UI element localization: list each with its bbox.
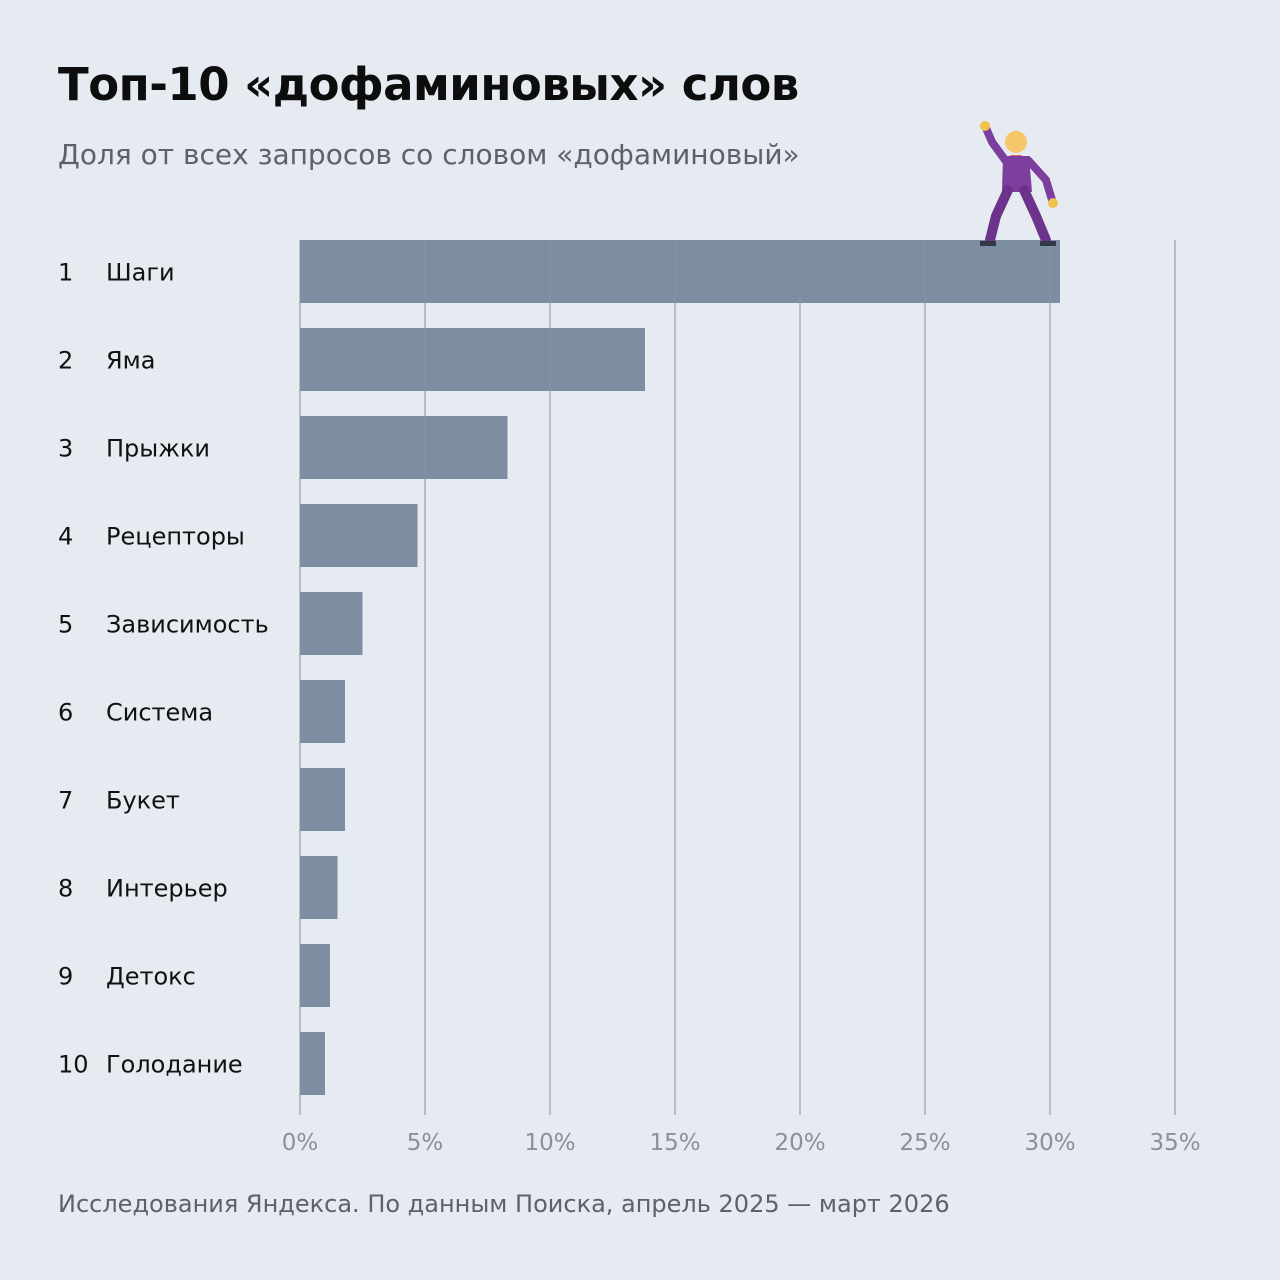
bar-4: [300, 504, 418, 567]
dancing-man-icon: [980, 121, 1058, 246]
x-tick-label: 5%: [407, 1130, 444, 1156]
x-tick-label: 15%: [649, 1130, 700, 1156]
rank-label: 9: [58, 963, 73, 991]
rank-label: 4: [58, 523, 73, 551]
x-tick-label: 25%: [899, 1130, 950, 1156]
rank-label: 1: [58, 259, 73, 287]
rank-label: 10: [58, 1051, 89, 1079]
category-label: Рецепторы: [106, 523, 245, 551]
category-label: Шаги: [106, 259, 175, 287]
category-label: Интерьер: [106, 875, 228, 903]
chart-title: Топ-10 «дофаминовых» слов: [58, 58, 799, 111]
category-label: Голодание: [106, 1051, 243, 1079]
bar-6: [300, 680, 345, 743]
category-label: Детокс: [106, 963, 196, 991]
rank-label: 8: [58, 875, 73, 903]
bar-9: [300, 944, 330, 1007]
category-label: Прыжки: [106, 435, 210, 463]
source-note: Исследования Яндекса. По данным Поиска, …: [58, 1190, 950, 1218]
x-tick-label: 30%: [1024, 1130, 1075, 1156]
x-tick-label: 20%: [774, 1130, 825, 1156]
rank-label: 7: [58, 787, 73, 815]
rank-label: 5: [58, 611, 73, 639]
x-tick-label: 35%: [1149, 1130, 1200, 1156]
bar-3: [300, 416, 508, 479]
category-label: Букет: [106, 787, 180, 815]
category-label: Система: [106, 699, 213, 727]
gridlines: [299, 240, 1176, 1115]
bar-7: [300, 768, 345, 831]
bar-2: [300, 328, 645, 391]
bars: [300, 240, 1060, 1095]
x-tick-label: 10%: [524, 1130, 575, 1156]
rank-label: 6: [58, 699, 73, 727]
category-label: Яма: [106, 347, 156, 375]
category-labels: 1 Шаги 2 Яма 3 Прыжки 4 Рецепторы 5 Зависимость 6 С…: [58, 259, 269, 1079]
x-axis-ticks: 0% 5% 10% 15% 20% 25% 30% 35%: [282, 1130, 1201, 1156]
rank-label: 3: [58, 435, 73, 463]
rank-label: 2: [58, 347, 73, 375]
category-label: Зависимость: [106, 611, 269, 639]
chart-subtitle: Доля от всех запросов со словом «дофамин…: [58, 138, 800, 171]
bar-10: [300, 1032, 325, 1095]
bar-1: [300, 240, 1060, 303]
x-tick-label: 0%: [282, 1130, 319, 1156]
bar-8: [300, 856, 338, 919]
bar-5: [300, 592, 363, 655]
